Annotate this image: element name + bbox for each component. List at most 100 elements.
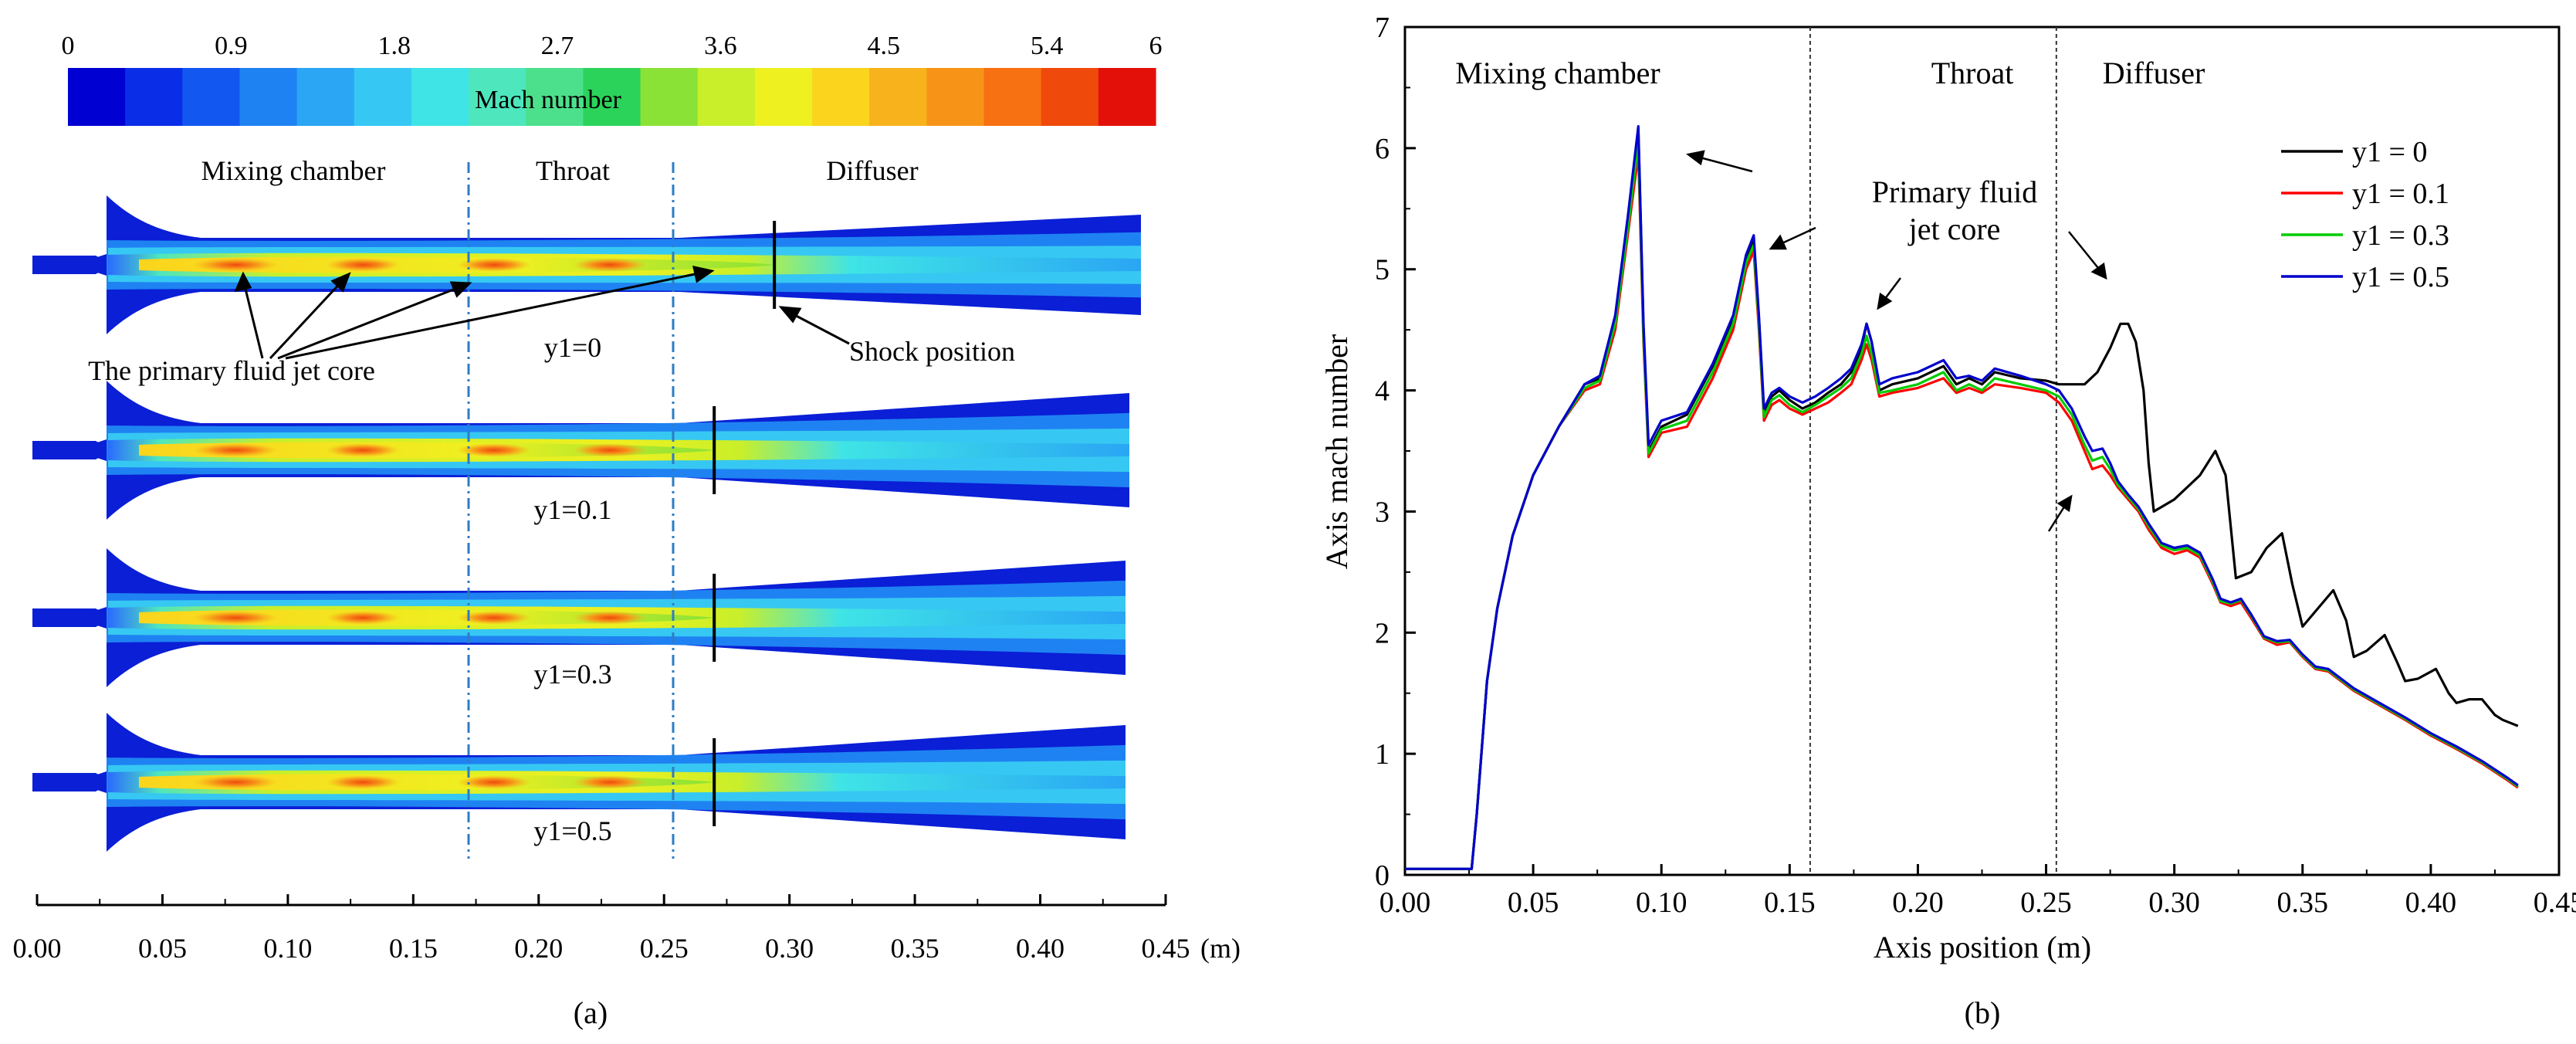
colorbar-tick-label: 3.6 <box>704 32 737 60</box>
axis-tick-label: 0.35 <box>891 933 939 964</box>
x-tick-label: 0.45 <box>2534 886 2576 919</box>
jet-hotspot <box>573 258 647 272</box>
axis-tick-label: 0.45 <box>1142 933 1190 964</box>
jet-hotspot <box>457 775 531 789</box>
jet-core <box>139 774 715 791</box>
primary-nozzle <box>32 608 96 627</box>
jet-core-text-b: Primary fluid jet core <box>1872 175 2037 246</box>
section-label-throat: Throat <box>536 155 610 186</box>
contour-label-2: y1=0.3 <box>533 659 611 690</box>
primary-nozzle <box>32 441 96 459</box>
colorbar-swatch <box>812 68 870 126</box>
panel-b-caption: (b) <box>1965 995 2001 1030</box>
panel-a-caption: (a) <box>574 995 608 1030</box>
axis-tick-label: 0.25 <box>640 933 689 964</box>
chart-arrows <box>1686 150 2107 532</box>
ejector-contour-2 <box>32 548 1126 687</box>
colorbar-tick-label: 4.5 <box>868 32 901 60</box>
colorbar-swatch <box>411 68 469 126</box>
colorbar-swatch <box>68 68 126 126</box>
axis-ticks: 0.00 0.05 0.10 0.15 0.20 0.25 0.30 0.35 0.40 0.45… <box>1375 12 2576 919</box>
shock-annotation: Shock position <box>849 336 1015 367</box>
jet-hotspot <box>573 443 647 457</box>
colorbar-swatch <box>754 68 813 126</box>
y-tick-label: 4 <box>1375 375 1390 408</box>
jet-hotspot <box>326 611 400 625</box>
jet-hotspot <box>193 611 278 625</box>
y-tick-label: 6 <box>1375 133 1390 165</box>
series-lines <box>1405 125 2519 870</box>
axis-tick-label: 0.05 <box>138 933 187 964</box>
series-line <box>1405 125 2519 870</box>
panel-a-axis: 0.00 0.05 0.10 0.15 0.20 0.25 0.30 0.35 0.40 0.45 <box>13 894 1190 964</box>
contour-stack <box>32 195 1141 852</box>
x-tick-label: 0.00 <box>1379 886 1431 919</box>
x-tick-label: 0.35 <box>2277 886 2329 919</box>
jet-hotspot <box>326 443 400 457</box>
legend-label: y1 = 0.5 <box>2352 261 2449 293</box>
contour-label-0: y1=0 <box>544 332 601 363</box>
colorbar-swatch <box>182 68 241 126</box>
primary-nozzle <box>32 256 96 274</box>
x-tick-label: 0.15 <box>1764 886 1816 919</box>
y-tick-label: 7 <box>1375 12 1390 44</box>
jet-core <box>139 442 715 459</box>
jet-hotspot <box>193 775 278 789</box>
section-label-diffuser: Diffuser <box>826 155 918 186</box>
axis-tick-label: 0.20 <box>514 933 563 964</box>
colorbar-swatch <box>1041 68 1099 126</box>
colorbar-swatch <box>354 68 412 126</box>
contour-label-3: y1=0.5 <box>533 815 611 846</box>
jet-core-annotation-b: Primary fluid jet core <box>1872 175 2037 246</box>
region-label-mixing: Mixing chamber <box>1455 56 1660 90</box>
jet-hotspot <box>457 611 531 625</box>
jet-hotspot <box>326 258 400 272</box>
ejector-contour-0 <box>32 195 1141 334</box>
region-label-diffuser: Diffuser <box>2103 56 2205 90</box>
colorbar: 0 0.9 1.8 2.7 3.6 4.5 5.4 6 <box>62 32 1163 126</box>
axis-tick-label: 0.10 <box>263 933 312 964</box>
shock-arrow <box>778 306 850 345</box>
colorbar-tick-label: 6 <box>1149 32 1163 60</box>
colorbar-swatch <box>583 68 641 126</box>
panel-a-contours: 0 0.9 1.8 2.7 3.6 4.5 5.4 6 Mach number Mixing … <box>13 32 1241 1030</box>
region-label-throat: Throat <box>1931 56 2014 90</box>
colorbar-swatch <box>239 68 298 126</box>
ejector-contour-1 <box>32 381 1129 520</box>
x-tick-label: 0.05 <box>1508 886 1559 919</box>
x-axis-label: Axis position (m) <box>1874 930 2091 964</box>
y-tick-label: 3 <box>1375 496 1390 528</box>
x-tick-label: 0.10 <box>1636 886 1687 919</box>
colorbar-tick-label: 0 <box>62 32 75 60</box>
legend-label: y1 = 0.1 <box>2352 178 2449 210</box>
y-tick-label: 1 <box>1375 738 1390 771</box>
x-tick-label: 0.25 <box>2020 886 2072 919</box>
region-dividers <box>1809 27 2057 875</box>
x-tick-label: 0.30 <box>2148 886 2200 919</box>
nozzle-tip <box>96 773 107 791</box>
colorbar-swatch <box>926 68 985 126</box>
colorbar-swatch <box>296 68 355 126</box>
colorbar-swatch <box>869 68 927 126</box>
legend: y1 = 0 y1 = 0.1 y1 = 0.3 y1 = 0.5 <box>2281 136 2449 293</box>
jet-hotspot <box>573 611 647 625</box>
contour-label-1: y1=0.1 <box>533 494 611 525</box>
x-tick-label: 0.40 <box>2405 886 2457 919</box>
y-tick-label: 2 <box>1375 617 1390 649</box>
panel-a-axis-unit: (m) <box>1200 933 1241 964</box>
colorbar-swatch <box>1098 68 1156 126</box>
jet-hotspot <box>457 443 531 457</box>
colorbar-swatch <box>983 68 1042 126</box>
jet-core-annotation: The primary fluid jet core <box>88 355 375 386</box>
series-line <box>1405 141 2519 870</box>
colorbar-title: Mach number <box>475 86 621 114</box>
nozzle-tip <box>96 441 107 459</box>
colorbar-tick-label: 1.8 <box>377 32 411 60</box>
colorbar-swatch <box>469 68 526 126</box>
jet-hotspot <box>193 443 278 457</box>
colorbar-tick-label: 0.9 <box>215 32 248 60</box>
nozzle-tip <box>96 608 107 627</box>
colorbar-tick-label: 2.7 <box>541 32 574 60</box>
axis-tick-label: 0.15 <box>389 933 438 964</box>
primary-nozzle <box>32 773 96 791</box>
